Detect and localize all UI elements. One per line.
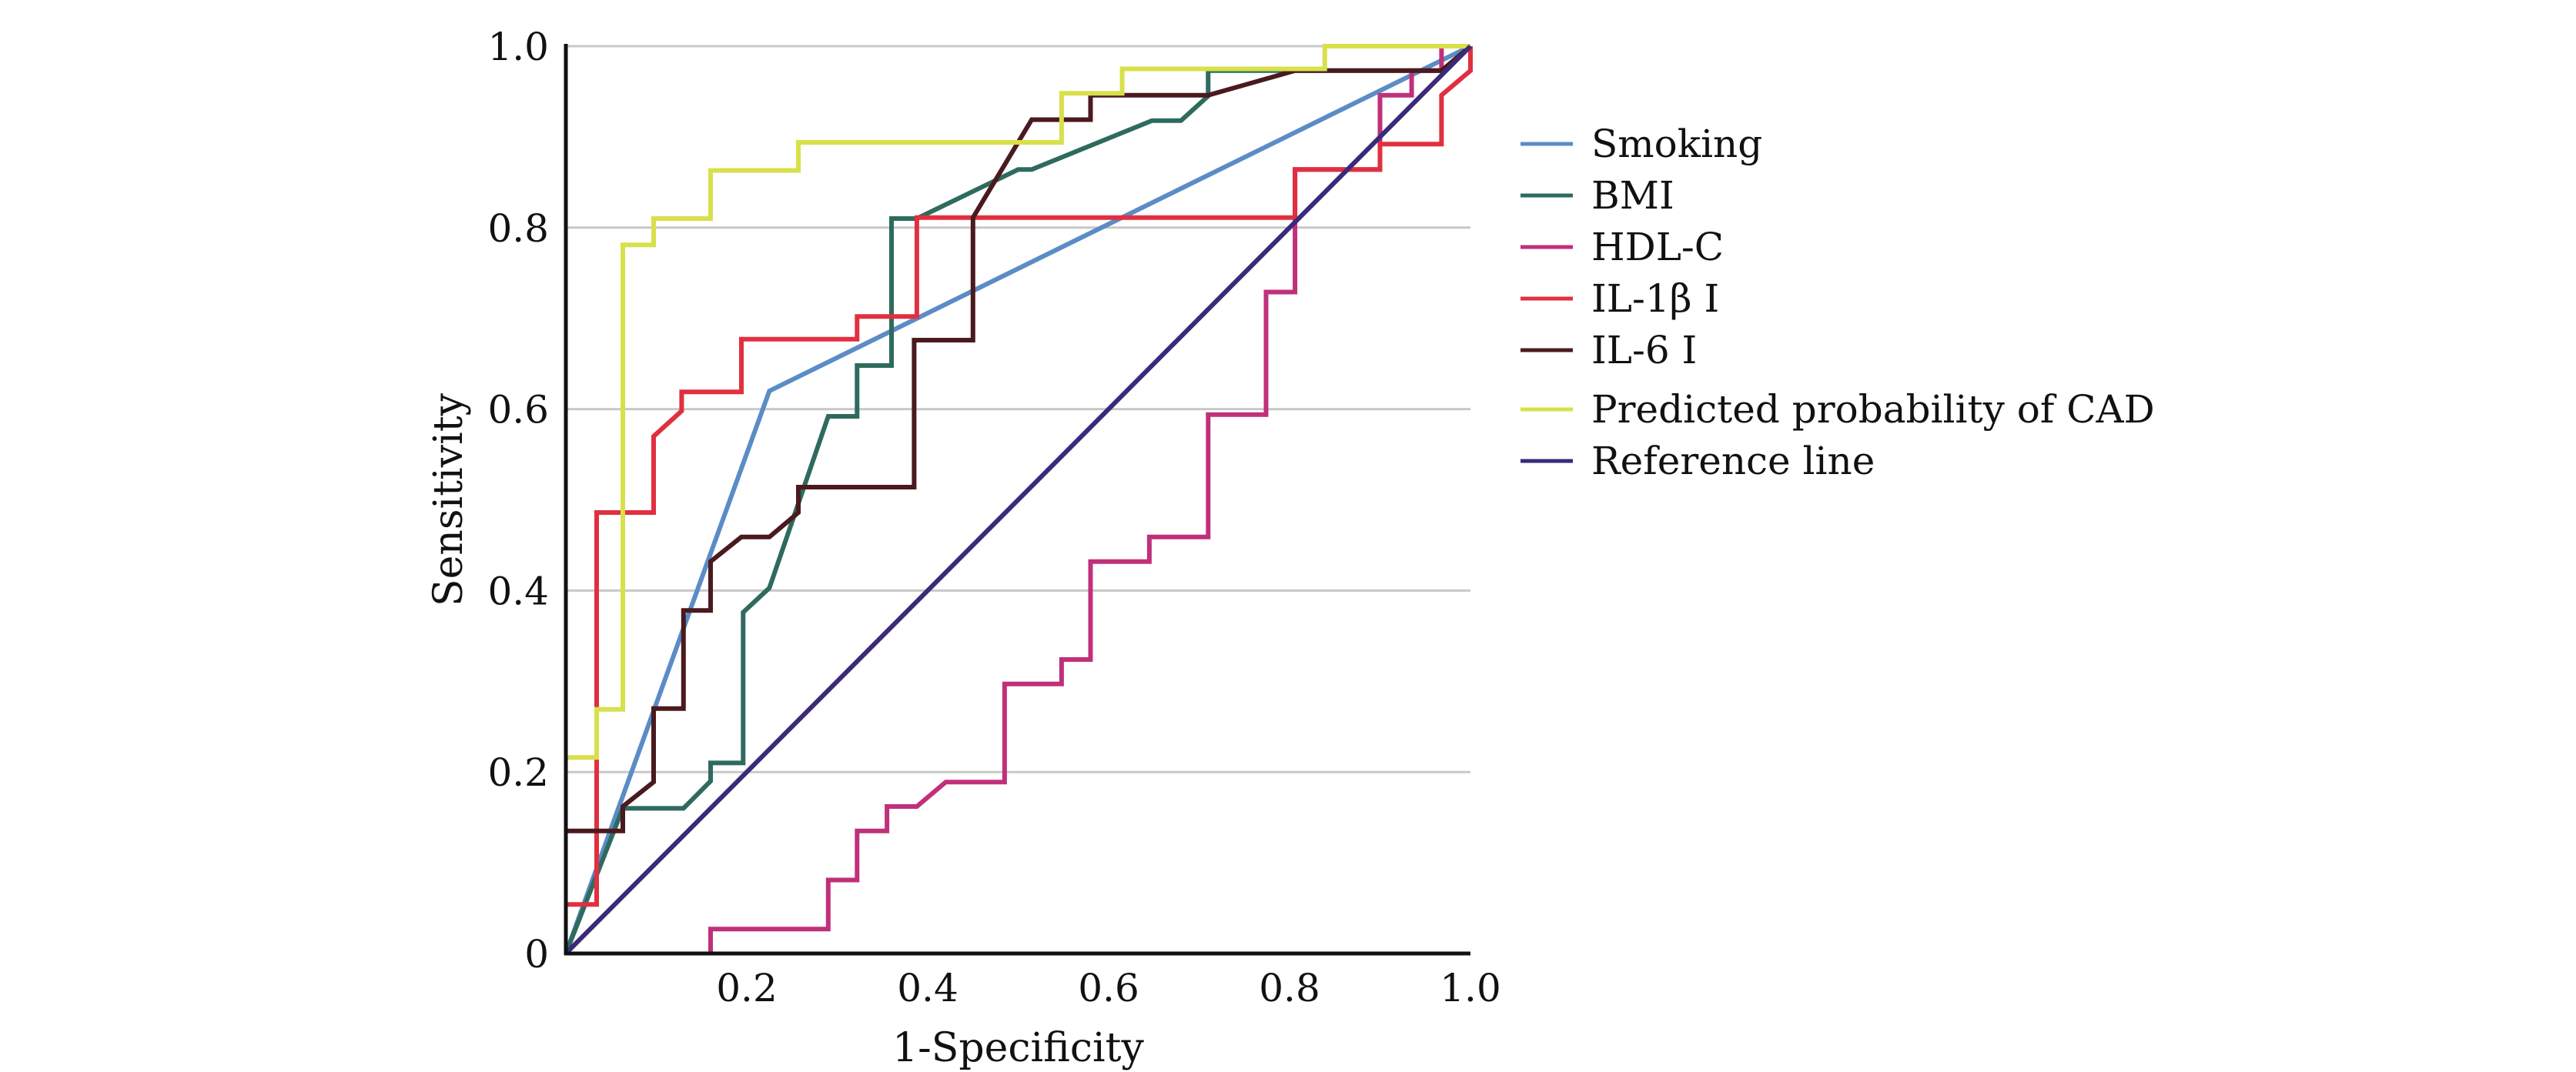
y-tick-label: 0.8 bbox=[487, 206, 549, 251]
y-tick-label: 0.6 bbox=[487, 388, 549, 432]
legend-label: IL-1β I bbox=[1591, 276, 1719, 321]
y-tick-label: 0 bbox=[524, 932, 549, 977]
series-line-reference-line bbox=[564, 44, 1473, 956]
series-group bbox=[564, 44, 1473, 956]
series-line-predicted-probability-of-cad bbox=[566, 44, 1470, 760]
legend-label: Smoking bbox=[1591, 122, 1762, 166]
series-line-smoking bbox=[564, 44, 1472, 955]
legend: Smoking BMI HDL-C IL-1β I IL-6 I Predicted pr… bbox=[1521, 122, 2155, 483]
x-tick-labels: 0.2 0.4 0.6 0.8 1.0 bbox=[716, 966, 1501, 1010]
legend-item-il-1-i: IL-1β I bbox=[1521, 276, 1719, 321]
legend-label: IL-6 I bbox=[1591, 328, 1697, 372]
series-line-bmi bbox=[564, 44, 1473, 955]
legend-item-smoking: Smoking bbox=[1521, 122, 1762, 166]
series-line-il-1-i bbox=[566, 46, 1473, 907]
y-tick-labels: 0 0.2 0.4 0.6 0.8 1.0 bbox=[487, 25, 549, 977]
legend-label: Predicted probability of CAD bbox=[1591, 387, 2155, 432]
y-tick-label: 1.0 bbox=[487, 25, 549, 69]
x-tick-label: 0.6 bbox=[1078, 966, 1139, 1010]
gridlines bbox=[566, 45, 1470, 773]
legend-item-bmi: BMI bbox=[1521, 173, 1674, 218]
legend-label: BMI bbox=[1591, 173, 1674, 218]
legend-item-hdl-c: HDL-C bbox=[1521, 225, 1724, 269]
legend-item-reference-line: Reference line bbox=[1521, 439, 1875, 483]
x-tick-label: 0.8 bbox=[1259, 966, 1320, 1010]
y-tick-label: 0.2 bbox=[487, 750, 549, 795]
x-tick-label: 1.0 bbox=[1440, 966, 1501, 1010]
x-tick-label: 0.4 bbox=[897, 966, 958, 1010]
x-axis-title: 1-Specificity bbox=[892, 1025, 1144, 1071]
legend-item-predicted-probability-of-cad: Predicted probability of CAD bbox=[1521, 387, 2155, 432]
series-line-hdl-c bbox=[708, 44, 1470, 953]
legend-item-il-6-i: IL-6 I bbox=[1521, 328, 1697, 372]
legend-label: Reference line bbox=[1591, 439, 1875, 483]
y-tick-label: 0.4 bbox=[487, 569, 549, 613]
axes bbox=[564, 44, 1470, 956]
y-axis-title: Sensitivity bbox=[426, 392, 472, 606]
x-tick-label: 0.2 bbox=[716, 966, 778, 1010]
series-line-il-6-i bbox=[566, 44, 1472, 833]
legend-label: HDL-C bbox=[1591, 225, 1724, 269]
